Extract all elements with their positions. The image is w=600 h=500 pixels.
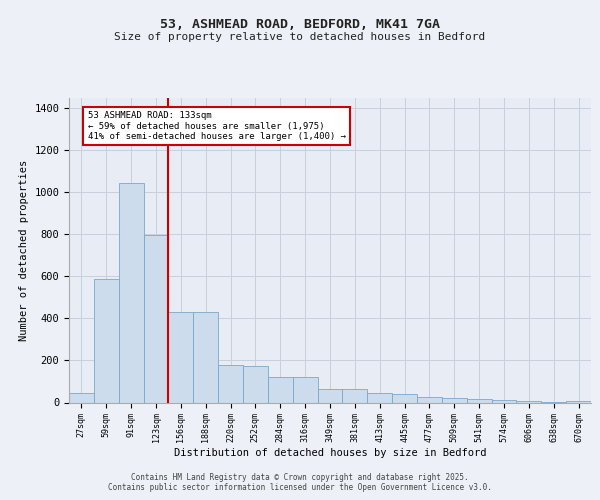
Bar <box>467 399 491 402</box>
Bar <box>442 398 467 402</box>
Text: Size of property relative to detached houses in Bedford: Size of property relative to detached ho… <box>115 32 485 42</box>
Bar <box>193 312 218 402</box>
Bar <box>268 378 293 402</box>
Bar <box>317 390 343 402</box>
Bar <box>218 364 243 403</box>
Bar <box>169 312 193 402</box>
Bar <box>491 400 517 402</box>
Bar <box>143 236 169 402</box>
Bar <box>343 390 367 402</box>
Bar <box>517 401 541 402</box>
Bar <box>417 398 442 402</box>
Bar <box>566 401 591 402</box>
Bar <box>94 280 119 402</box>
Bar <box>69 393 94 402</box>
Text: 53 ASHMEAD ROAD: 133sqm
← 59% of detached houses are smaller (1,975)
41% of semi: 53 ASHMEAD ROAD: 133sqm ← 59% of detache… <box>88 111 346 141</box>
Bar <box>392 394 417 402</box>
Bar <box>119 182 143 402</box>
Y-axis label: Number of detached properties: Number of detached properties <box>19 160 29 340</box>
Bar <box>293 378 317 402</box>
X-axis label: Distribution of detached houses by size in Bedford: Distribution of detached houses by size … <box>174 448 486 458</box>
Text: 53, ASHMEAD ROAD, BEDFORD, MK41 7GA: 53, ASHMEAD ROAD, BEDFORD, MK41 7GA <box>160 18 440 30</box>
Bar <box>367 393 392 402</box>
Text: Contains HM Land Registry data © Crown copyright and database right 2025.
Contai: Contains HM Land Registry data © Crown c… <box>108 473 492 492</box>
Bar <box>243 366 268 403</box>
